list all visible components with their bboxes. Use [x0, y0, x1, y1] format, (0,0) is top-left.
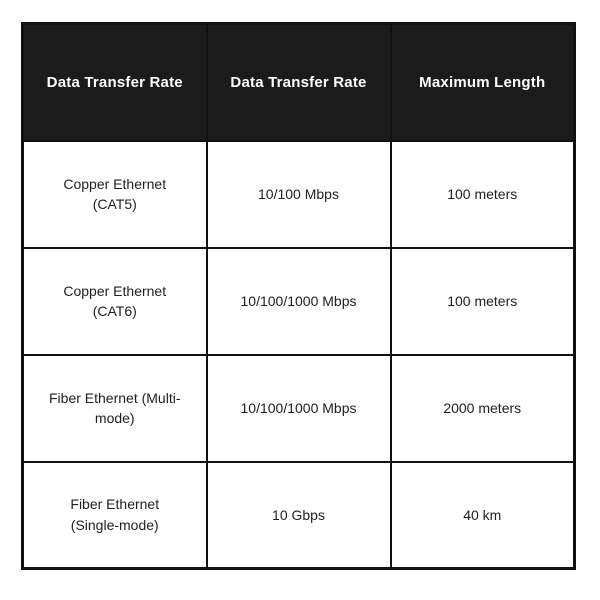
table-row: Copper Ethernet (CAT6) 10/100/1000 Mbps …	[21, 246, 576, 356]
cell-rate: 10/100 Mbps	[205, 139, 392, 249]
column-header-data-transfer-rate-1: Data Transfer Rate	[21, 22, 208, 142]
ethernet-standards-table-container: Data Transfer Rate Data Transfer Rate Ma…	[21, 22, 576, 570]
cell-standard: Fiber Ethernet (Multi-mode)	[21, 353, 208, 463]
table-body: Copper Ethernet (CAT5) 10/100 Mbps 100 m…	[21, 139, 576, 570]
cell-length: 100 meters	[389, 139, 576, 249]
table-row: Copper Ethernet (CAT5) 10/100 Mbps 100 m…	[21, 139, 576, 249]
cell-rate: 10/100/1000 Mbps	[205, 246, 392, 356]
cell-length: 2000 meters	[389, 353, 576, 463]
cell-rate: 10/100/1000 Mbps	[205, 353, 392, 463]
cell-rate: 10 Gbps	[205, 460, 392, 570]
cell-standard: Fiber Ethernet (Single-mode)	[21, 460, 208, 570]
ethernet-standards-table: Data Transfer Rate Data Transfer Rate Ma…	[21, 22, 576, 570]
cell-standard: Copper Ethernet (CAT5)	[21, 139, 208, 249]
table-row: Fiber Ethernet (Single-mode) 10 Gbps 40 …	[21, 460, 576, 570]
header-row: Data Transfer Rate Data Transfer Rate Ma…	[21, 22, 576, 142]
table-row: Fiber Ethernet (Multi-mode) 10/100/1000 …	[21, 353, 576, 463]
table-header: Data Transfer Rate Data Transfer Rate Ma…	[21, 22, 576, 142]
cell-length: 40 km	[389, 460, 576, 570]
cell-standard: Copper Ethernet (CAT6)	[21, 246, 208, 356]
column-header-data-transfer-rate-2: Data Transfer Rate	[205, 22, 392, 142]
cell-length: 100 meters	[389, 246, 576, 356]
column-header-maximum-length: Maximum Length	[389, 22, 576, 142]
